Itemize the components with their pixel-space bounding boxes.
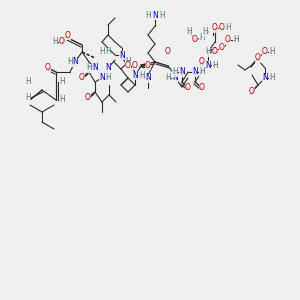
Text: O: O	[79, 74, 85, 82]
Text: O: O	[249, 88, 255, 97]
Text: H: H	[172, 68, 178, 76]
Text: H: H	[25, 94, 31, 103]
Text: H: H	[25, 77, 31, 86]
Text: N: N	[92, 64, 98, 73]
Text: O: O	[145, 61, 151, 70]
Text: O: O	[262, 47, 268, 56]
Text: H: H	[86, 64, 92, 73]
Text: H: H	[212, 61, 218, 70]
Text: O: O	[85, 94, 91, 103]
Text: O: O	[225, 35, 231, 44]
Text: H: H	[205, 47, 211, 56]
Text: H: H	[59, 95, 65, 104]
Text: H: H	[105, 47, 111, 56]
Text: O: O	[219, 43, 225, 52]
Text: H: H	[269, 74, 275, 82]
Text: H: H	[186, 28, 192, 37]
Text: N: N	[99, 74, 105, 82]
Text: O: O	[165, 47, 171, 56]
Text: H: H	[138, 74, 144, 82]
Text: O: O	[59, 38, 65, 46]
Text: N: N	[132, 70, 138, 80]
Text: O: O	[185, 83, 191, 92]
Text: H: H	[52, 38, 58, 46]
Text: O: O	[255, 53, 261, 62]
Text: H: H	[225, 23, 231, 32]
Text: N: N	[152, 11, 158, 20]
Text: O: O	[125, 61, 131, 70]
Text: H: H	[159, 11, 165, 20]
Text: N: N	[72, 58, 78, 67]
Text: O: O	[199, 83, 205, 92]
Text: N: N	[105, 64, 111, 73]
Text: H: H	[99, 47, 105, 56]
Text: H: H	[199, 68, 205, 76]
Text: H: H	[269, 47, 275, 56]
Text: H: H	[145, 11, 151, 20]
Text: N: N	[262, 74, 268, 82]
Text: H: H	[59, 77, 65, 86]
Text: H: H	[233, 35, 239, 44]
Text: O: O	[212, 23, 218, 32]
Text: H: H	[105, 74, 111, 82]
Text: O: O	[65, 31, 71, 40]
Text: O: O	[212, 47, 218, 56]
Text: O: O	[199, 58, 205, 67]
Text: O: O	[192, 35, 198, 44]
Text: H: H	[125, 58, 131, 67]
Text: H: H	[199, 34, 205, 43]
Text: N: N	[172, 74, 178, 82]
Text: N: N	[179, 68, 185, 76]
Text: N: N	[119, 50, 125, 59]
Text: H: H	[139, 70, 145, 80]
Text: O: O	[219, 23, 225, 32]
Text: N: N	[205, 61, 211, 70]
Text: H: H	[202, 28, 208, 37]
Text: H: H	[165, 74, 171, 82]
Text: N: N	[145, 74, 151, 82]
Text: N: N	[192, 68, 198, 76]
Text: O: O	[45, 64, 51, 73]
Text: O: O	[132, 61, 138, 70]
Text: H: H	[67, 58, 73, 67]
